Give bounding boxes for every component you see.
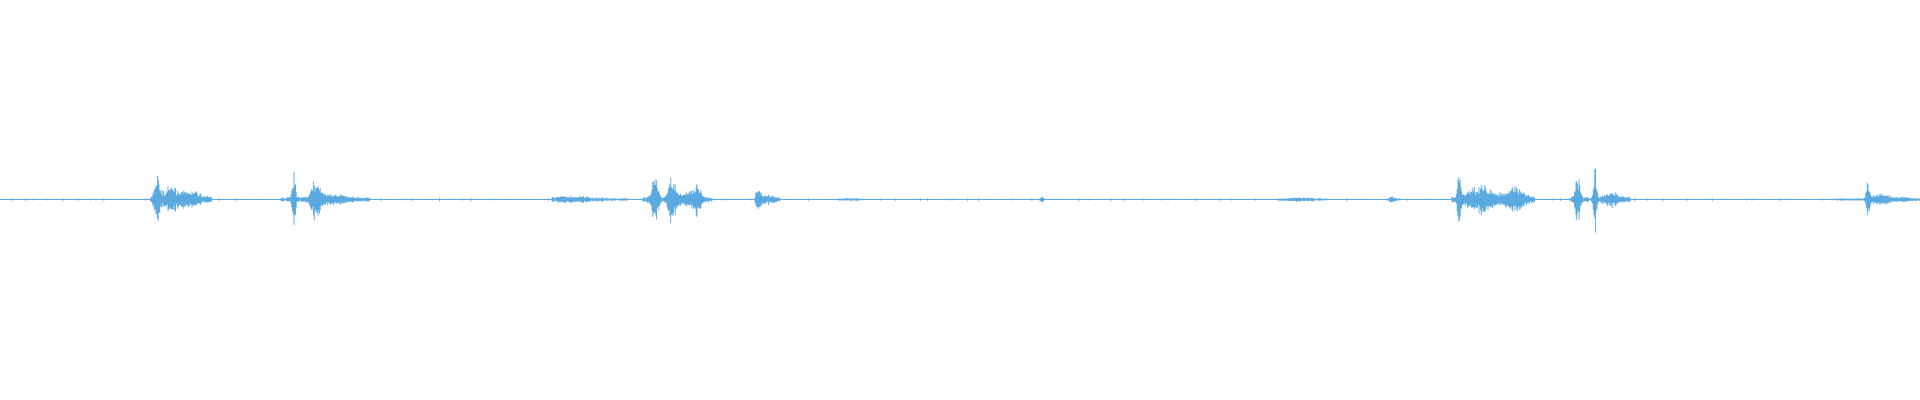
- waveform-burst-5: [754, 191, 781, 209]
- waveform-burst-1: [149, 175, 212, 222]
- waveform-burst-11: [1569, 168, 1631, 233]
- waveform-burst-12: [1834, 182, 1920, 216]
- waveform-bursts: [0, 168, 1920, 233]
- waveform-burst-7: [1039, 196, 1045, 203]
- waveform-burst-4: [642, 177, 713, 224]
- waveform-burst-2: [281, 171, 371, 225]
- waveform-burst-6: [829, 197, 871, 201]
- waveform-burst-10: [1451, 177, 1535, 222]
- waveform-burst-9: [1386, 196, 1401, 203]
- waveform-noise-floor: [0, 197, 1908, 202]
- waveform-burst-3: [551, 195, 629, 204]
